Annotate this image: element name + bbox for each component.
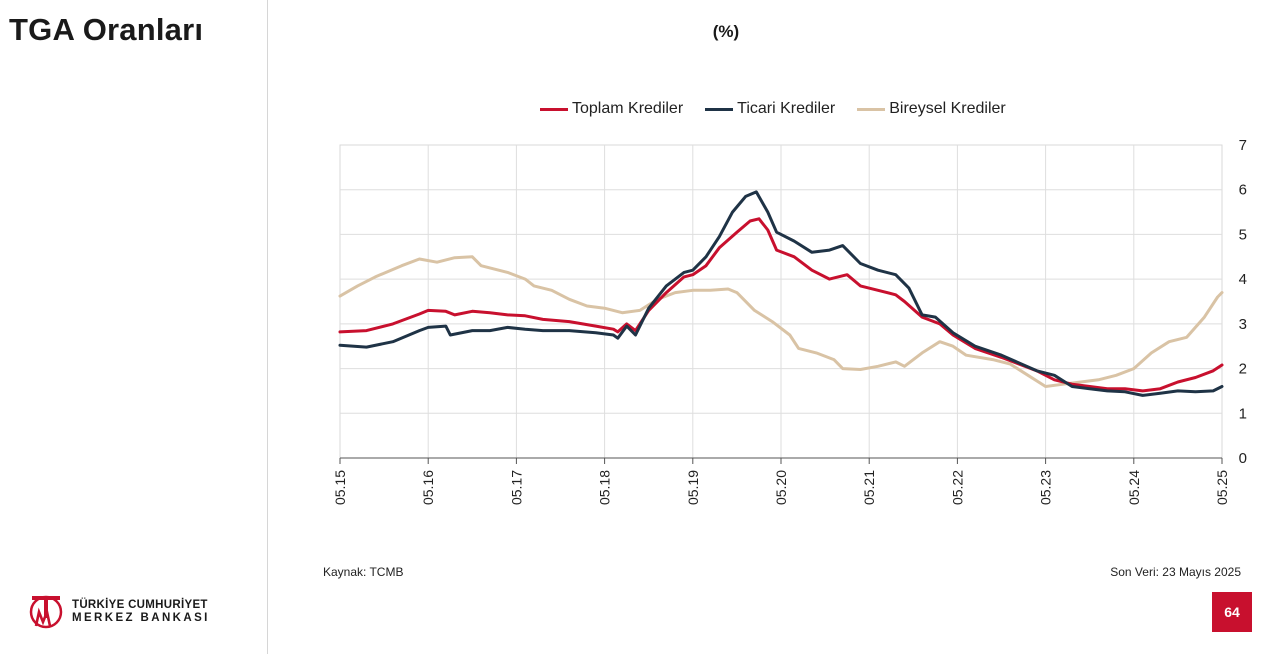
x-tick-label: 05.23 (1038, 470, 1054, 505)
y-tick-label: 2 (1239, 361, 1247, 378)
x-tick-label: 05.21 (861, 470, 877, 505)
x-tick-label: 05.18 (597, 470, 613, 505)
logo-line-1: TÜRKİYE CUMHURİYET (72, 599, 208, 611)
last-data-note: Son Veri: 23 Mayıs 2025 (1110, 565, 1241, 579)
legend-label-total: Toplam Krediler (572, 100, 684, 117)
y-tick-label: 3 (1239, 316, 1247, 333)
tcmb-logo: TÜRKİYE CUMHURİYET MERKEZ BANKASI (26, 592, 210, 632)
x-tick-label: 05.22 (949, 470, 965, 505)
slide-title: TGA Oranları (9, 12, 204, 47)
chart-legend: Toplam Krediler Ticari Krediler Bireysel… (540, 100, 1028, 118)
y-tick-label: 1 (1239, 405, 1247, 422)
x-tick-label: 05.20 (773, 470, 789, 505)
legend-label-commercial: Ticari Krediler (737, 100, 836, 117)
series-line-retail (338, 255, 1224, 388)
x-tick-label: 05.16 (420, 470, 436, 505)
x-tick-label: 05.24 (1126, 470, 1142, 505)
source-note: Kaynak: TCMB (323, 565, 404, 579)
x-tick-label: 05.15 (332, 470, 348, 505)
y-tick-label: 7 (1239, 137, 1247, 154)
legend-item-retail: Bireysel Krediler (857, 100, 1006, 118)
page-number-badge: 64 (1212, 592, 1252, 632)
y-tick-label: 5 (1239, 226, 1247, 243)
vertical-divider (267, 0, 268, 654)
legend-label-retail: Bireysel Krediler (889, 100, 1006, 117)
x-tick-label: 05.17 (508, 470, 524, 505)
legend-swatch-commercial (705, 107, 734, 111)
series-line-commercial (338, 190, 1224, 397)
chart-unit-title: (%) (712, 22, 740, 41)
x-tick-label: 05.19 (685, 470, 701, 505)
legend-item-commercial: Ticari Krediler (705, 100, 835, 118)
tcmb-emblem-icon (29, 595, 63, 629)
y-tick-label: 4 (1239, 271, 1247, 288)
series-line-total (338, 217, 1224, 393)
legend-swatch-total (540, 107, 568, 111)
x-tick-label: 05.25 (1214, 470, 1230, 505)
y-tick-label: 6 (1239, 182, 1247, 199)
legend-item-total: Toplam Krediler (540, 100, 683, 118)
y-tick-label: 0 (1239, 450, 1247, 467)
legend-swatch-retail (857, 107, 886, 111)
logo-line-2: MERKEZ BANKASI (72, 612, 210, 624)
